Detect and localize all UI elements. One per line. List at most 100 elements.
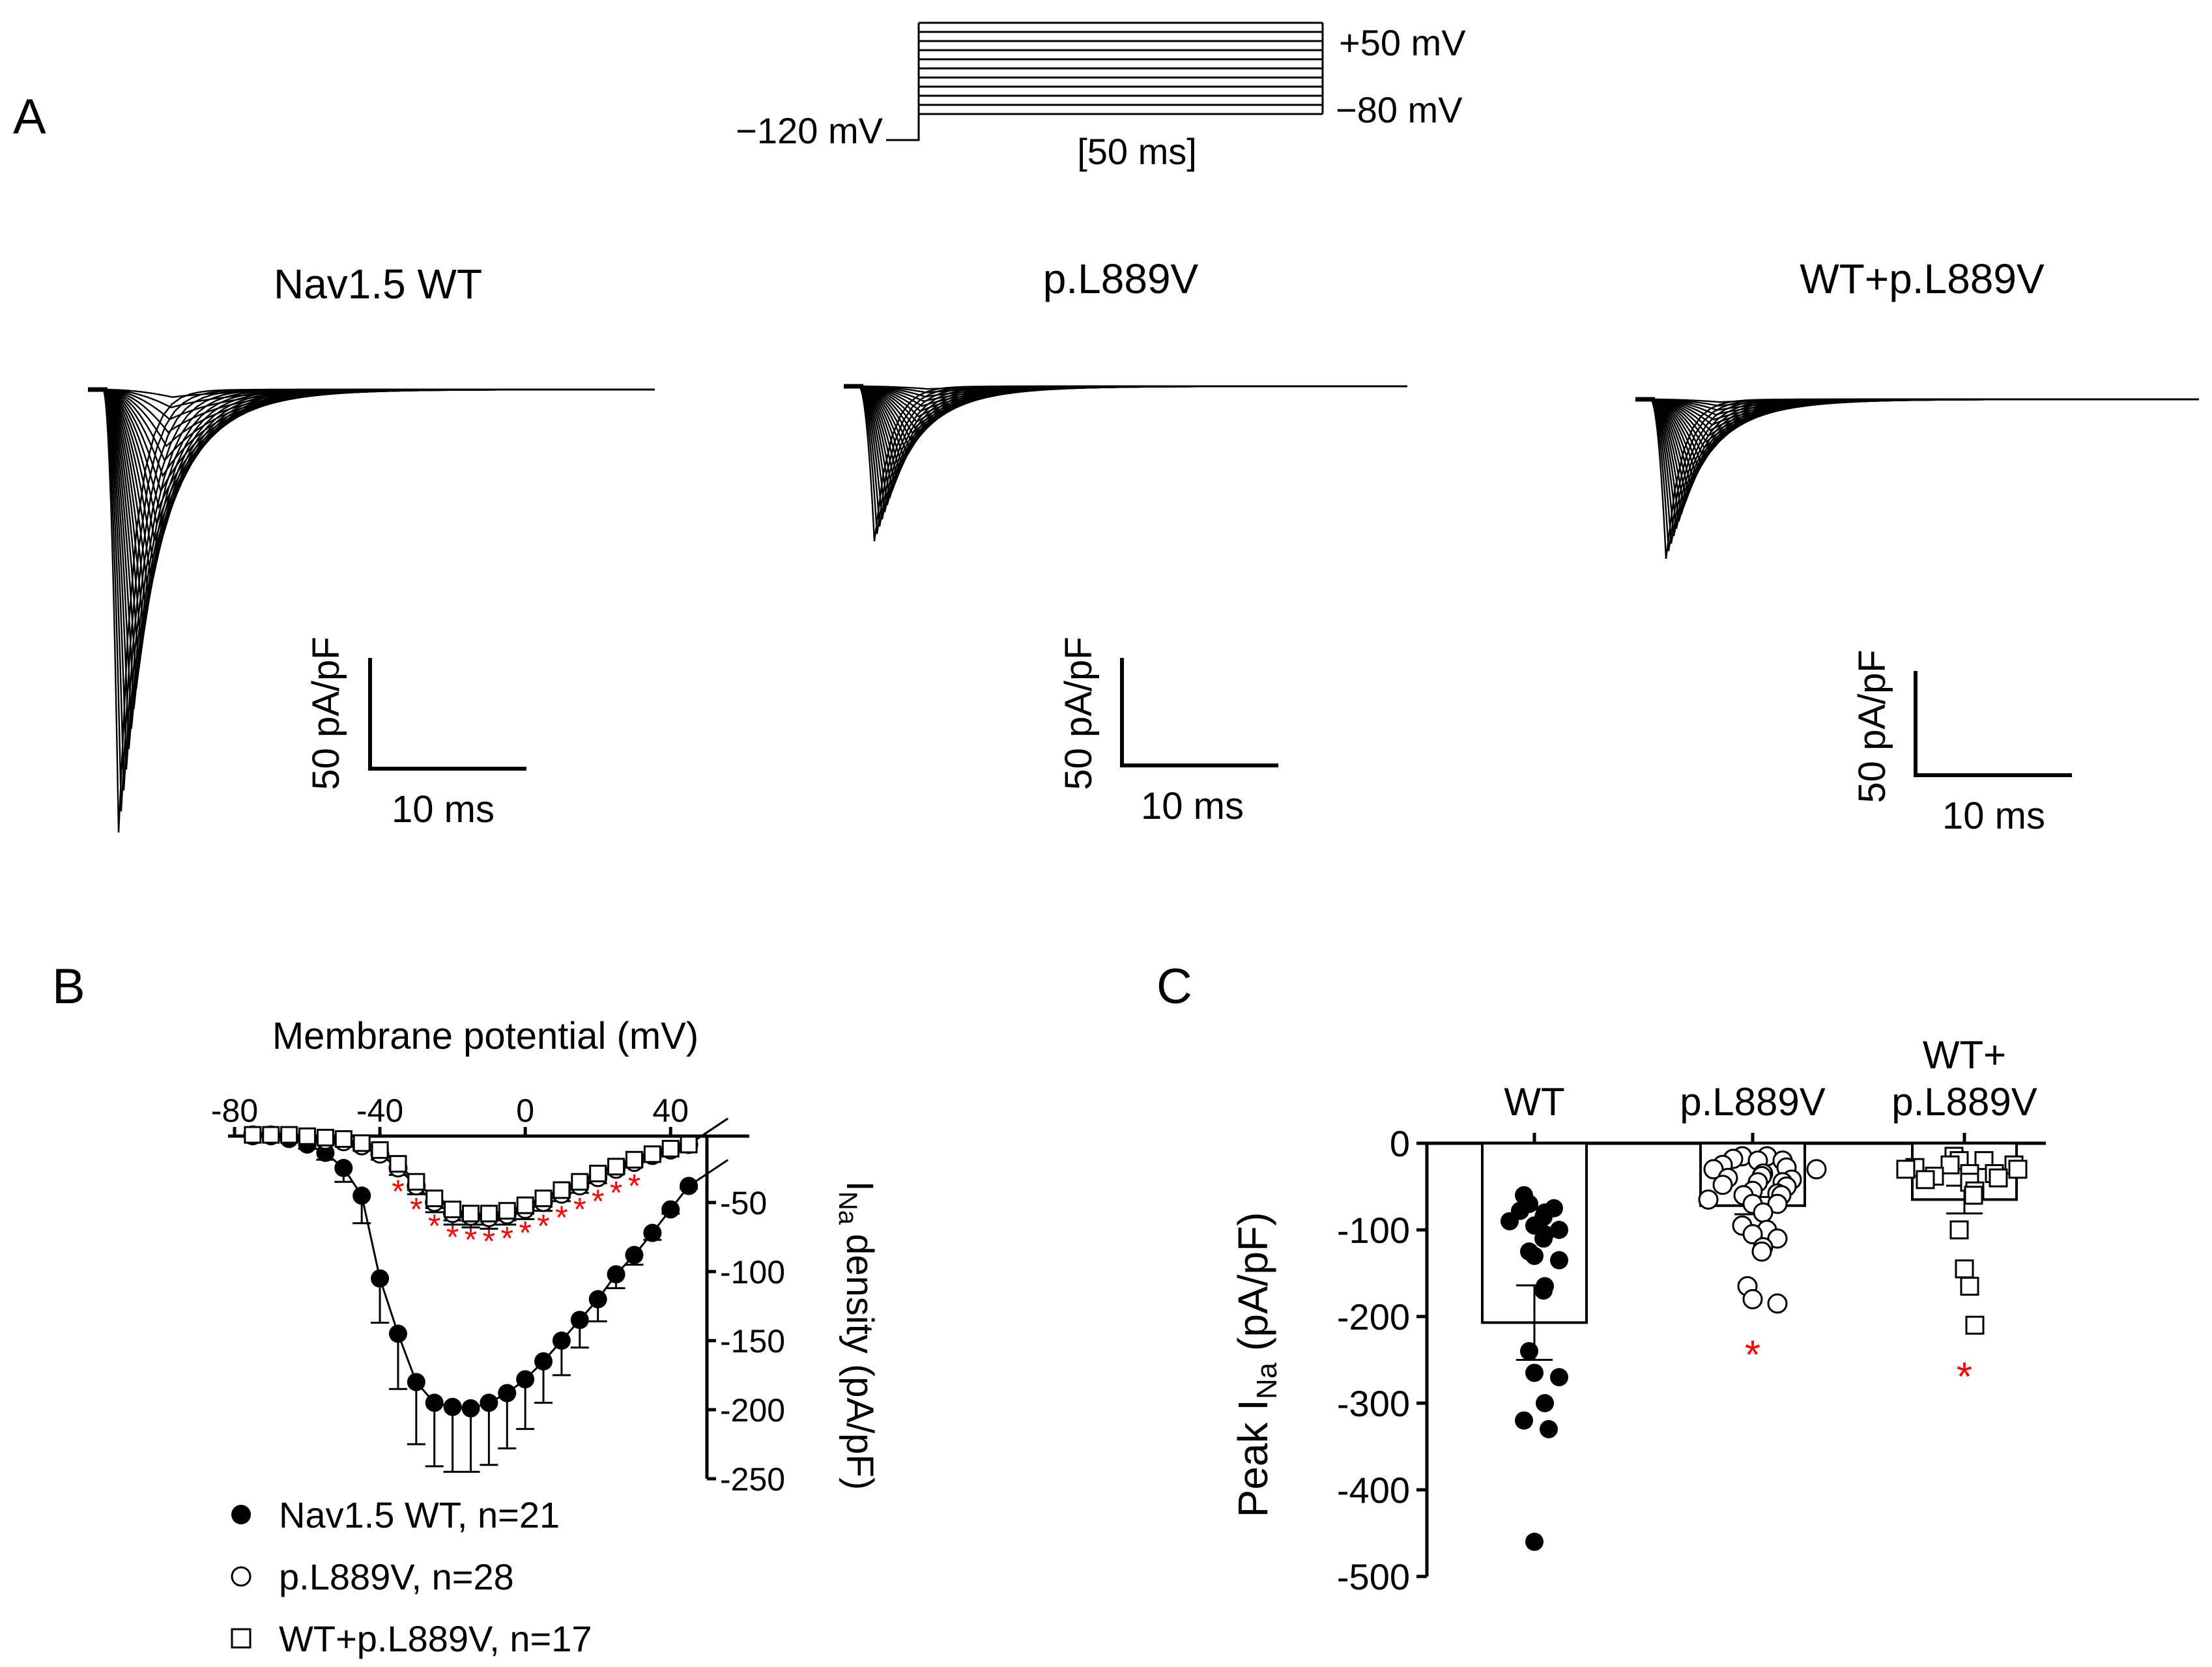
iv-y-tick-label: -50	[720, 1185, 767, 1221]
legend-marker-mutant	[231, 1566, 251, 1587]
bar-point-mutant	[1806, 1159, 1827, 1180]
iv-point-cotransfected	[680, 1135, 698, 1154]
bar-point-wt	[1525, 1532, 1544, 1551]
bar-point-wt	[1525, 1246, 1544, 1265]
iv-point-cotransfected	[280, 1126, 298, 1144]
bar-y-axis-title-main: Peak I	[1229, 1399, 1276, 1517]
current-traces-wt	[88, 387, 655, 833]
iv-significance-star: *	[446, 1219, 459, 1255]
iv-data-points	[243, 1125, 698, 1418]
iv-point-wt	[480, 1393, 498, 1412]
iv-point-wt	[643, 1223, 662, 1242]
iv-significance-star: *	[628, 1167, 640, 1204]
current-trace	[1639, 398, 2199, 552]
iv-point-cotransfected	[298, 1127, 317, 1145]
iv-x-tick-label: 0	[516, 1092, 534, 1129]
iv-point-wt	[425, 1393, 444, 1412]
iv-point-wt	[388, 1324, 407, 1343]
iv-error-bar	[443, 1406, 462, 1473]
bar-point-mutant	[1742, 1224, 1763, 1245]
current-trace	[91, 388, 655, 448]
bar-point-wt	[1534, 1281, 1553, 1300]
protocol-duration-label: [50 ms]	[1077, 131, 1197, 172]
bar-significance-star: *	[1957, 1354, 1972, 1399]
bar-point-wt	[1536, 1394, 1554, 1412]
iv-significance-star: *	[519, 1215, 531, 1251]
bar-y-tick-label: -200	[1337, 1296, 1410, 1337]
iv-x-tick-label: -80	[211, 1092, 258, 1129]
iv-point-cotransfected	[589, 1164, 607, 1182]
current-trace	[1639, 398, 2199, 522]
bar-point-wt	[1520, 1342, 1538, 1361]
bar-category-label: p.L889V	[1891, 1080, 2037, 1124]
bar-point-wt	[1534, 1229, 1553, 1248]
bar-y-axis-title: Peak INa (pA/pF)	[1229, 1212, 1283, 1518]
bar-point-wt	[1525, 1363, 1544, 1382]
panel-a-label: A	[13, 89, 46, 145]
bar-category-label: WT+	[1923, 1033, 2006, 1077]
iv-x-tick-label: 40	[652, 1092, 689, 1129]
iv-point-cotransfected	[480, 1204, 498, 1223]
iv-error-bar	[461, 1408, 480, 1473]
iv-point-cotransfected	[462, 1204, 480, 1223]
bar-point-wt	[1550, 1368, 1568, 1387]
iv-error-bar	[425, 1403, 444, 1468]
iv-significance-star: *	[555, 1199, 567, 1236]
iv-point-cotransfected	[316, 1128, 334, 1147]
iv-y-axis-title: INa density (pA/pF)	[833, 1181, 881, 1490]
iv-point-cotransfected	[334, 1130, 352, 1148]
bar-point-mutant	[1742, 1289, 1763, 1309]
bar-point-wt	[1550, 1251, 1568, 1270]
iv-point-wt	[461, 1399, 480, 1418]
current-trace	[91, 388, 655, 791]
iv-axes: -80 -40 0 40 -50 -100 -150 -200 -250	[211, 1092, 785, 1498]
protocol-holding-line	[886, 23, 920, 141]
bar-y-tick-label: 0	[1390, 1123, 1410, 1164]
bar-y-tick-label: -300	[1337, 1383, 1410, 1424]
panel-b-label: B	[52, 959, 85, 1014]
legend-marker-cotransfected	[231, 1628, 251, 1649]
legend-marker-wt	[231, 1505, 251, 1524]
bar-point-cotransfected	[1916, 1170, 1935, 1190]
iv-point-cotransfected	[407, 1173, 425, 1191]
current-trace	[1639, 398, 2199, 529]
iv-significance-star: *	[428, 1208, 440, 1244]
bar-point-mutant	[1767, 1293, 1788, 1314]
iv-significance-star: *	[465, 1221, 477, 1258]
iv-significance-star: *	[410, 1191, 422, 1228]
bar-point-mutant	[1751, 1241, 1772, 1262]
scale-bar-y-label: 50 pA/pF	[1057, 636, 1100, 790]
iv-point-cotransfected	[352, 1134, 371, 1152]
bar-y-tick-label: -400	[1337, 1470, 1410, 1511]
iv-point-wt	[607, 1265, 625, 1284]
iv-significance-star: *	[501, 1220, 513, 1257]
iv-point-cotransfected	[661, 1139, 680, 1158]
peak-current-bar-chart: 0-100-200-300-400-500 WT p.L889VWT+p.L889…	[1229, 1033, 2046, 1597]
iv-error-bar	[388, 1333, 407, 1390]
iv-significance-stars: * * * * * * * * * * * * * *	[392, 1167, 640, 1259]
iv-y-tick-label: -150	[720, 1323, 785, 1360]
bar-y-tick-label: -500	[1337, 1556, 1410, 1597]
iv-y-axis-title-main: I	[839, 1181, 881, 1191]
scale-bar-wt: 50 pA/pF 10 ms	[305, 636, 526, 831]
legend-label: p.L889V, n=28	[279, 1556, 514, 1597]
iv-x-tick-label: -40	[356, 1092, 403, 1129]
current-trace	[847, 385, 1407, 513]
iv-y-axis-title-sub: Na	[833, 1191, 862, 1225]
bar-category-label: p.L889V	[1680, 1080, 1826, 1124]
iv-point-cotransfected	[389, 1155, 407, 1173]
scale-bar-x-label: 10 ms	[1141, 785, 1244, 827]
iv-point-wt	[443, 1397, 462, 1416]
current-trace	[1639, 398, 2199, 559]
iv-point-cotransfected	[244, 1126, 262, 1144]
iv-point-cotransfected	[516, 1196, 534, 1214]
current-trace	[91, 388, 655, 812]
bar-point-cotransfected	[1960, 1276, 1979, 1296]
iv-error-bar	[480, 1403, 498, 1466]
iv-significance-star: *	[610, 1175, 622, 1211]
bar-point-cotransfected	[1949, 1220, 1969, 1240]
current-trace	[91, 388, 655, 670]
bar-point-mutant	[1767, 1193, 1788, 1214]
iv-y-axis-title-rest: density (pA/pF)	[839, 1234, 881, 1490]
iv-point-cotransfected	[425, 1190, 444, 1208]
